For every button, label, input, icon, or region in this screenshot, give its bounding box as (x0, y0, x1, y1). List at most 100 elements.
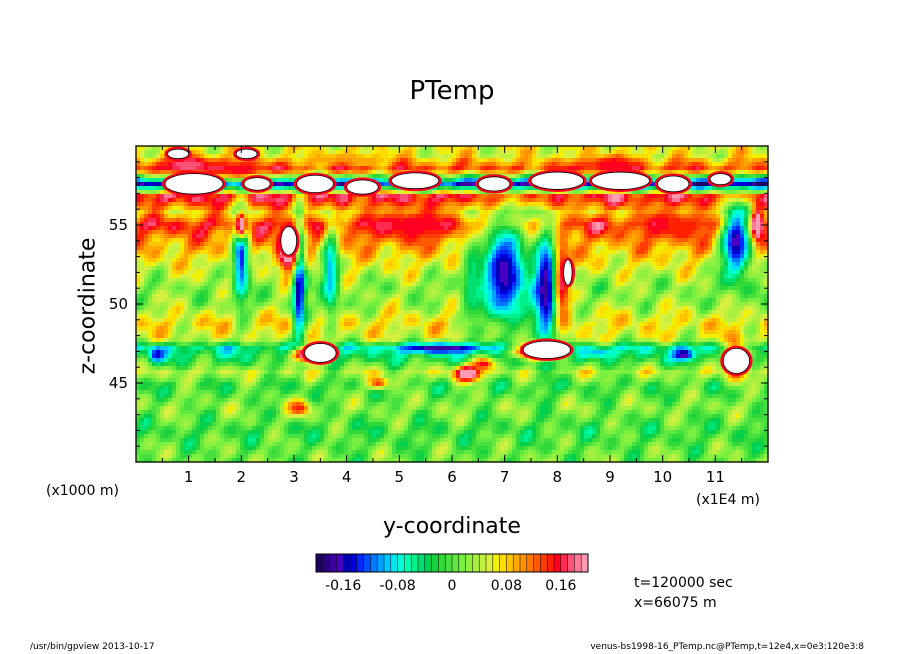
heatmap-cell (148, 274, 153, 279)
heatmap-cell (176, 170, 181, 175)
heatmap-cell (372, 346, 377, 351)
heatmap-cell (308, 458, 313, 463)
heatmap-cell (180, 394, 185, 399)
heatmap-cell (228, 186, 233, 191)
heatmap-cell (288, 322, 293, 327)
heatmap-cell (240, 434, 245, 439)
heatmap-cell (192, 310, 197, 315)
heatmap-cell (244, 302, 249, 307)
heatmap-cell (364, 318, 369, 323)
heatmap-cell (168, 454, 173, 459)
heatmap-cell (152, 242, 157, 247)
heatmap-cell (252, 206, 257, 211)
heatmap-cell (220, 202, 225, 207)
heatmap-cell (328, 322, 333, 327)
heatmap-cell (164, 382, 169, 387)
heatmap-cell (168, 202, 173, 207)
heatmap-cell (288, 418, 293, 423)
heatmap-cell (264, 298, 269, 303)
heatmap-cell (308, 450, 313, 455)
heatmap-cell (196, 198, 201, 203)
heatmap-cell (160, 238, 165, 243)
heatmap-cell (316, 266, 321, 271)
heatmap-cell (164, 322, 169, 327)
heatmap-cell (212, 206, 217, 211)
heatmap-cell (256, 282, 261, 287)
heatmap-cell (368, 262, 373, 267)
heatmap-cell (372, 206, 377, 211)
heatmap-cell (308, 278, 313, 283)
heatmap-cell (216, 362, 221, 367)
heatmap-cell (324, 418, 329, 423)
heatmap-cell (168, 198, 173, 203)
heatmap-cell (252, 166, 257, 171)
heatmap-cell (164, 170, 169, 175)
heatmap-cell (360, 298, 365, 303)
heatmap-cell (360, 214, 365, 219)
heatmap-cell (256, 262, 261, 267)
heatmap-cell (344, 442, 349, 447)
heatmap-cell (364, 282, 369, 287)
heatmap-cell (272, 274, 277, 279)
heatmap-cell (148, 302, 153, 307)
heatmap-cell (216, 402, 221, 407)
heatmap-cell (164, 422, 169, 427)
heatmap-cell (348, 458, 353, 463)
heatmap-cell (260, 370, 265, 375)
heatmap-cell (168, 234, 173, 239)
heatmap-cell (140, 262, 145, 267)
heatmap-cell (232, 178, 237, 183)
heatmap-cell (364, 382, 369, 387)
heatmap-cell (148, 186, 153, 191)
heatmap-cell (296, 306, 301, 311)
heatmap-cell (236, 222, 241, 227)
heatmap-cell (156, 230, 161, 235)
heatmap-cell (336, 406, 341, 411)
heatmap-cell (200, 454, 205, 459)
heatmap-cell (348, 450, 353, 455)
heatmap-cell (268, 314, 273, 319)
heatmap-cell (376, 402, 381, 407)
heatmap-cell (284, 394, 289, 399)
heatmap-cell (288, 390, 293, 395)
heatmap-cell (232, 226, 237, 231)
heatmap-cell (156, 446, 161, 451)
heatmap-cell (136, 330, 141, 335)
heatmap-cell (184, 270, 189, 275)
heatmap-cell (180, 202, 185, 207)
heatmap-cell (284, 190, 289, 195)
heatmap-cell (356, 314, 361, 319)
heatmap-cell (320, 226, 325, 231)
heatmap-cell (268, 310, 273, 315)
heatmap-cell (256, 254, 261, 259)
heatmap-cell (364, 166, 369, 171)
heatmap-cell (380, 234, 385, 239)
heatmap-cell (152, 390, 157, 395)
heatmap-cell (200, 418, 205, 423)
heatmap-cell (212, 438, 217, 443)
heatmap-cell (224, 414, 229, 419)
heatmap-cell (240, 306, 245, 311)
heatmap-cell (272, 254, 277, 259)
heatmap-cell (160, 218, 165, 223)
heatmap-cell (336, 202, 341, 207)
heatmap-cell (272, 286, 277, 291)
heatmap-cell (332, 162, 337, 167)
heatmap-cell (312, 238, 317, 243)
heatmap-cell (176, 398, 181, 403)
heatmap-cell (260, 318, 265, 323)
heatmap-cell (256, 402, 261, 407)
heatmap-cell (344, 374, 349, 379)
heatmap-cell (284, 282, 289, 287)
heatmap-cell (256, 310, 261, 315)
heatmap-cell (292, 194, 297, 199)
heatmap-cell (180, 198, 185, 203)
heatmap-cell (144, 246, 149, 251)
heatmap-cell (204, 410, 209, 415)
heatmap-cell (244, 322, 249, 327)
heatmap-cell (368, 454, 373, 459)
heatmap-cell (364, 342, 369, 347)
heatmap-cell (224, 166, 229, 171)
heatmap-cell (192, 434, 197, 439)
heatmap-cell (276, 162, 281, 167)
